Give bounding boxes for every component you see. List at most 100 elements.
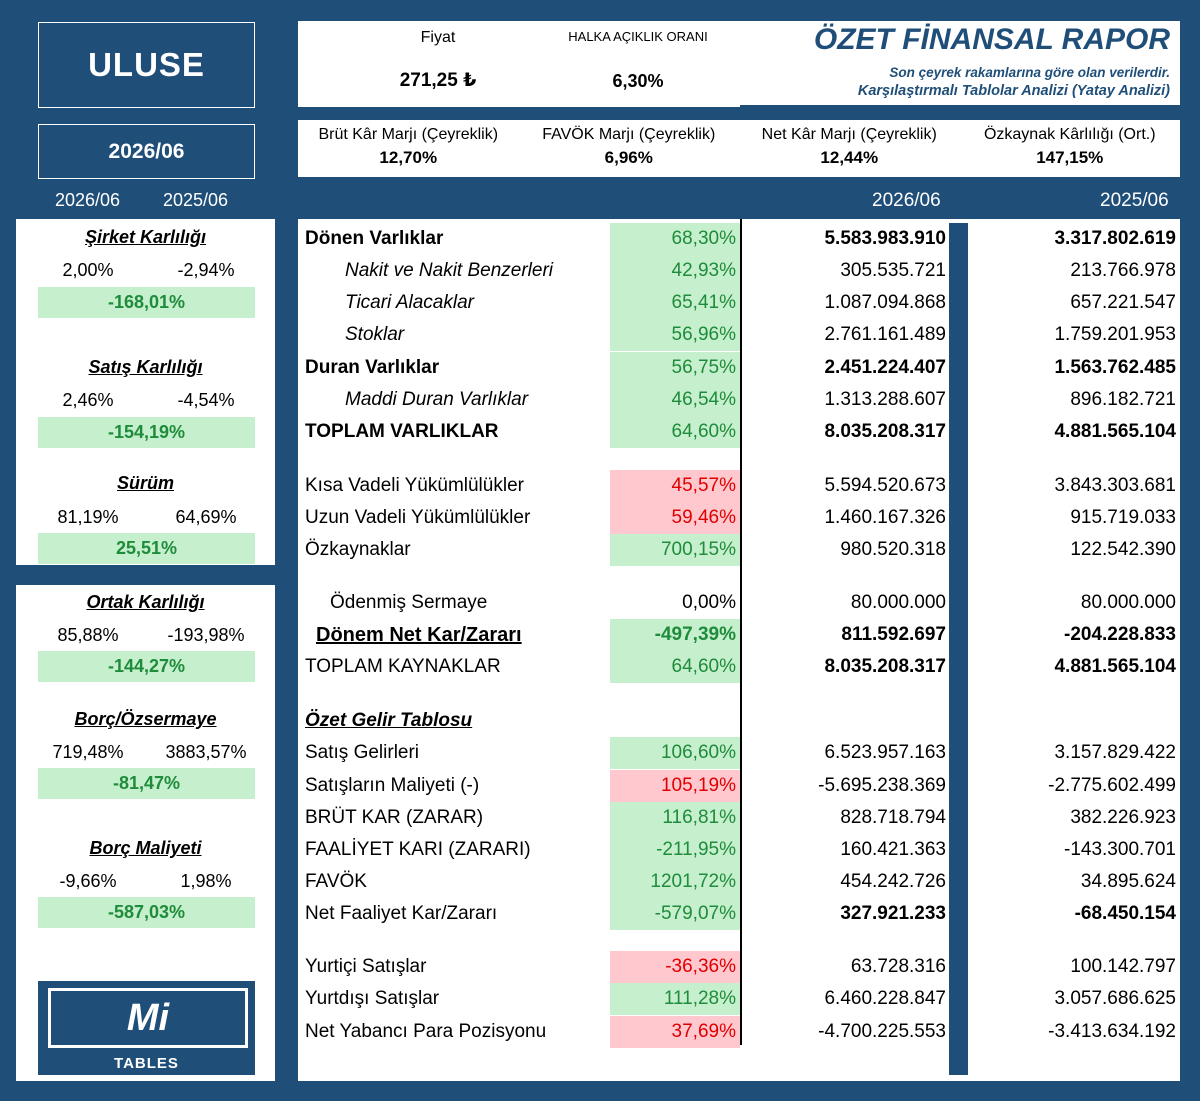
financial-table: Dönen Varlıklar 68,30% 5.583.983.910 3.3… [298, 219, 1180, 1081]
row-current: 2.451.224.407 [824, 357, 946, 378]
metric-current: 81,19% [57, 507, 119, 527]
logo-text: TABLES [114, 1055, 179, 1072]
margin-panel: Brüt Kâr Marjı (Çeyreklik) 12,70% FAVÖK … [298, 120, 1180, 177]
margin-roe: Özkaynak Kârlılığı (Ort.) 147,15% [960, 120, 1181, 177]
table-row: Satışların Maliyeti (-) 105,19% -5.695.2… [298, 770, 1180, 802]
row-label: TOPLAM KAYNAKLAR [305, 656, 501, 677]
report-subtitle: Son çeyrek rakamlarına göre olan veriler… [889, 65, 1170, 80]
row-label: Kısa Vadeli Yükümlülükler [305, 475, 524, 496]
row-change: 1201,72% [610, 866, 740, 898]
row-change: 105,19% [610, 770, 740, 802]
row-change: 59,46% [610, 502, 740, 534]
row-change: 45,57% [610, 470, 740, 502]
metric-current: 85,88% [57, 625, 119, 645]
row-label: Net Yabancı Para Pozisyonu [305, 1021, 547, 1042]
table-row: FAVÖK 1201,72% 454.242.726 34.895.624 [298, 866, 1180, 898]
metric-current: 2,00% [62, 260, 114, 280]
row-label: Yurtdışı Satışlar [305, 988, 440, 1009]
row-previous: 3.317.802.619 [1054, 228, 1176, 249]
row-previous: 34.895.624 [1080, 871, 1176, 892]
metric-title: Şirket Karlılığı [84, 227, 207, 247]
row-label: Stoklar [345, 324, 405, 345]
margin-ebitda: FAVÖK Marjı (Çeyreklik) 6,96% [519, 120, 740, 177]
report-title: ÖZET FİNANSAL RAPOR [813, 23, 1170, 56]
column-divider [740, 219, 742, 1045]
row-change: 65,41% [610, 287, 740, 319]
margin-label: FAVÖK Marjı (Çeyreklik) [542, 126, 716, 143]
row-current: 454.242.726 [840, 871, 946, 892]
ticker-symbol: ULUSE [38, 22, 255, 108]
table-row: TOPLAM VARLIKLAR 64,60% 8.035.208.317 4.… [298, 416, 1180, 448]
metric-previous: -4,54% [177, 390, 235, 410]
table-row: Yurtdışı Satışlar 111,28% 6.460.228.847 … [298, 983, 1180, 1015]
header-divider [740, 105, 1180, 107]
row-current: 8.035.208.317 [824, 421, 946, 442]
metric-previous: 64,69% [175, 507, 237, 527]
metric-title: Satış Karlılığı [88, 357, 203, 377]
row-change: -497,39% [610, 619, 740, 651]
table-row: Stoklar 56,96% 2.761.161.489 1.759.201.9… [298, 319, 1180, 351]
row-previous: 4.881.565.104 [1054, 421, 1176, 442]
table-row: Özkaynaklar 700,15% 980.520.318 122.542.… [298, 534, 1180, 566]
row-change: -579,07% [610, 898, 740, 930]
row-previous: 122.542.390 [1070, 539, 1176, 560]
row-change: 42,93% [610, 255, 740, 287]
margin-net: Net Kâr Marjı (Çeyreklik) 12,44% [739, 120, 960, 177]
metric-previous: 1,98% [180, 871, 232, 891]
row-current: 327.921.233 [840, 903, 946, 924]
row-label: Dönen Varlıklar [305, 228, 444, 249]
row-current: 811.592.697 [841, 624, 946, 645]
report-analysis-type: Karşılaştırmalı Tablolar Analizi (Yatay … [857, 83, 1170, 99]
price-value: 271,25 ₺ [399, 70, 477, 91]
row-current: -4.700.225.553 [818, 1021, 946, 1042]
row-current: 63.728.316 [850, 956, 946, 977]
row-previous: -68.450.154 [1074, 903, 1176, 924]
metric-title: Sürüm [116, 473, 174, 493]
row-label: Satışların Maliyeti (-) [305, 775, 480, 796]
table-row: Net Faaliyet Kar/Zararı -579,07% 327.921… [298, 898, 1180, 930]
row-change: 64,60% [610, 416, 740, 448]
metric-previous: -193,98% [167, 625, 245, 645]
row-label: Satış Gelirleri [305, 742, 420, 763]
mi-tables-logo: Mi TABLES [38, 981, 255, 1075]
table-row: Net Yabancı Para Pozisyonu 37,69% -4.700… [298, 1016, 1180, 1048]
row-previous: -3.413.634.192 [1048, 1021, 1176, 1042]
row-label: BRÜT KAR (ZARAR) [305, 807, 484, 828]
metric-change: -154,19% [38, 417, 255, 448]
row-label: FAVÖK [305, 871, 367, 892]
margin-gross: Brüt Kâr Marjı (Çeyreklik) 12,70% [298, 120, 519, 177]
table-row: Ödenmiş Sermaye 0,00% 80.000.000 80.000.… [298, 587, 1180, 619]
row-change: 68,30% [610, 223, 740, 255]
row-change: -211,95% [610, 834, 740, 866]
table-row: Satış Gelirleri 106,60% 6.523.957.163 3.… [298, 737, 1180, 769]
metric-change: -587,03% [38, 897, 255, 928]
table-header-previous: 2025/06 [1100, 190, 1169, 211]
row-label: Uzun Vadeli Yükümlülükler [305, 507, 531, 528]
report-period: 2026/06 [38, 124, 255, 179]
row-change: 0,00% [682, 592, 736, 613]
row-current: 5.594.520.673 [824, 475, 946, 496]
margin-value: 6,96% [604, 148, 653, 167]
metric-previous: 3883,57% [165, 742, 247, 762]
table-row: Dönen Varlıklar 68,30% 5.583.983.910 3.3… [298, 223, 1180, 255]
row-current: 5.583.983.910 [824, 228, 946, 249]
table-row: FAALİYET KARI (ZARARI) -211,95% 160.421.… [298, 834, 1180, 866]
margin-label: Net Kâr Marjı (Çeyreklik) [761, 126, 937, 143]
metric-change: -168,01% [38, 287, 255, 318]
logo-mark: Mi [48, 988, 248, 1048]
row-current: 305.535.721 [840, 260, 946, 281]
income-statement-heading: Özet Gelir Tablosu [298, 705, 1180, 737]
section-title: Özet Gelir Tablosu [305, 710, 473, 731]
row-previous: 382.226.923 [1070, 807, 1176, 828]
metric-current: -9,66% [59, 871, 117, 891]
row-previous: 80.000.000 [1080, 592, 1176, 613]
row-current: 828.718.794 [840, 807, 946, 828]
row-previous: 3.157.829.422 [1054, 742, 1176, 763]
row-change: 64,60% [610, 651, 740, 683]
price-label: Fiyat [420, 29, 456, 46]
row-label: Özkaynaklar [305, 539, 411, 560]
table-row: Ticari Alacaklar 65,41% 1.087.094.868 65… [298, 287, 1180, 319]
metric-title: Ortak Karlılığı [86, 592, 205, 612]
row-label: Net Faaliyet Kar/Zararı [305, 903, 498, 924]
row-current: 80.000.000 [850, 592, 946, 613]
